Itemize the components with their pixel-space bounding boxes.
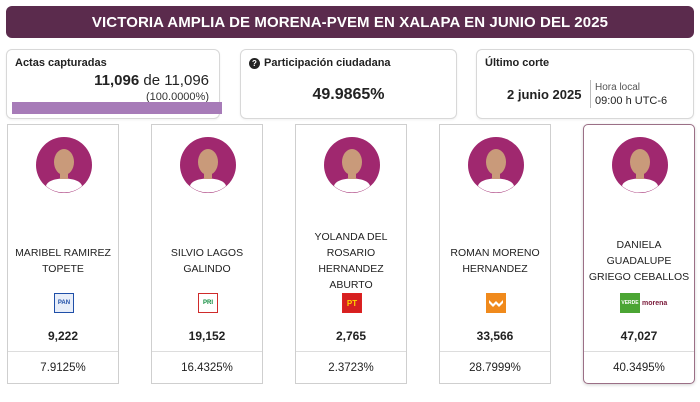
candidate-name: YOLANDA DEL ROSARIO HERNANDEZ ABURTO xyxy=(314,231,388,291)
candidate-votes: 47,027 xyxy=(620,329,658,343)
candidate-name: DANIELA GUADALUPE GRIEGO CEBALLOS xyxy=(588,239,690,283)
candidate-name: SILVIO LAGOS GALINDO xyxy=(170,247,244,275)
pt-logo-text: PT xyxy=(342,293,362,313)
corte-date: 2 junio 2025 xyxy=(507,87,582,102)
page-banner-title: VICTORIA AMPLIA DE MORENA-PVEM EN XALAPA… xyxy=(6,6,694,38)
pri-logo: PRI xyxy=(198,293,218,313)
participacion-card: ? Participación ciudadana 49.9865% xyxy=(240,49,457,119)
candidate-votes: 2,765 xyxy=(335,329,367,343)
mc-logo xyxy=(486,293,506,313)
actas-progress-fill xyxy=(12,102,222,114)
avatar-icon xyxy=(36,137,92,193)
corte-time: 09:00 h UTC-6 xyxy=(595,95,668,107)
actas-progress-bar xyxy=(12,102,222,114)
corte-time-label: Hora local xyxy=(595,82,641,93)
ultimo-corte-title: Último corte xyxy=(485,57,550,69)
candidate-name: MARIBEL RAMIREZ TOPETE xyxy=(15,247,111,275)
pan-logo: PAN xyxy=(54,293,74,313)
actas-card: Actas capturadas 11,096 de 11,096 (100.0… xyxy=(6,49,222,119)
candidate-card-5-winner[interactable]: DANIELA GUADALUPE GRIEGO CEBALLOS VERDE … xyxy=(583,124,695,384)
candidate-percent: 16.4325% xyxy=(181,362,233,374)
ultimo-corte-card: Último corte 2 junio 2025 Hora local 09:… xyxy=(476,49,694,119)
actas-connector: de xyxy=(143,72,161,89)
divider xyxy=(152,351,262,352)
pri-logo-text: PRI xyxy=(198,293,218,313)
candidate-percent: 7.9125% xyxy=(40,362,86,374)
avatar-icon xyxy=(324,137,380,193)
candidate-votes: 9,222 xyxy=(47,329,79,343)
actas-title: Actas capturadas xyxy=(15,57,107,69)
divider xyxy=(296,351,406,352)
candidate-card-3[interactable]: YOLANDA DEL ROSARIO HERNANDEZ ABURTO PT … xyxy=(295,124,407,384)
avatar-icon xyxy=(612,137,668,193)
participacion-title: Participación ciudadana xyxy=(264,57,391,69)
candidate-percent: 40.3495% xyxy=(613,362,665,374)
actas-percent: (100.0000%) xyxy=(146,91,209,103)
divider xyxy=(584,351,694,352)
actas-total: 11,096 xyxy=(164,72,209,89)
avatar-icon xyxy=(468,137,524,193)
divider xyxy=(8,351,118,352)
pvem-logo-text: VERDE xyxy=(620,293,640,313)
question-icon[interactable]: ? xyxy=(249,57,260,69)
candidate-percent: 2.3723% xyxy=(328,362,374,374)
pt-logo: PT xyxy=(342,293,362,313)
corte-divider xyxy=(590,80,591,108)
candidate-name: ROMAN MORENO HERNANDEZ xyxy=(450,247,540,275)
candidate-card-4[interactable]: ROMAN MORENO HERNANDEZ 33,566 28.7999% xyxy=(439,124,551,384)
candidate-votes: 33,566 xyxy=(476,329,514,343)
avatar-icon xyxy=(180,137,236,193)
actas-captured: 11,096 xyxy=(94,72,140,89)
participacion-value: 49.9865% xyxy=(312,86,385,103)
divider xyxy=(440,351,550,352)
pvem-morena-logo: VERDE morena xyxy=(620,293,667,313)
morena-logo-text: morena xyxy=(642,299,668,307)
mc-logo-mark xyxy=(486,293,506,313)
candidate-card-1[interactable]: MARIBEL RAMIREZ TOPETE PAN 9,222 7.9125% xyxy=(7,124,119,384)
candidate-card-2[interactable]: SILVIO LAGOS GALINDO PRI 19,152 16.4325% xyxy=(151,124,263,384)
candidate-percent: 28.7999% xyxy=(469,362,521,374)
actas-count: 11,096 de 11,096 xyxy=(94,72,209,89)
pan-logo-text: PAN xyxy=(54,293,74,313)
candidate-votes: 19,152 xyxy=(188,329,226,343)
